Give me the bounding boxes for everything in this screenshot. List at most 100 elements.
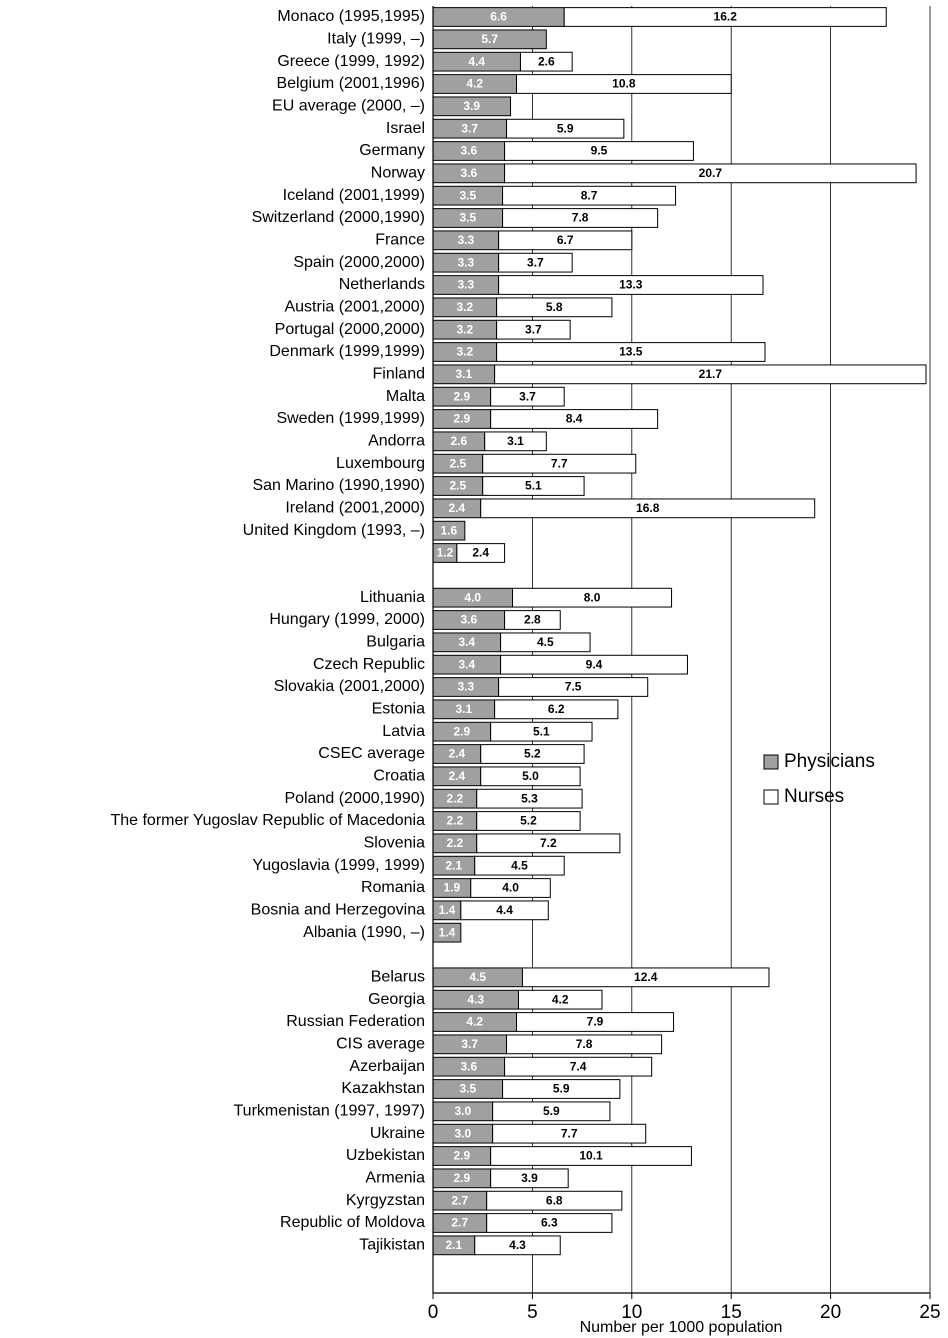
value-label: 4.2 bbox=[466, 77, 483, 91]
category-label: Romania bbox=[361, 879, 425, 896]
category-label: France bbox=[375, 232, 425, 249]
value-label: 8.0 bbox=[584, 590, 601, 604]
bar-segment bbox=[498, 275, 764, 295]
category-label: Azerbaijan bbox=[349, 1058, 425, 1075]
category-label: Poland (2000,1990) bbox=[284, 790, 425, 807]
value-label: 7.7 bbox=[561, 1126, 578, 1140]
value-label: 3.3 bbox=[457, 233, 474, 247]
value-label: 6.7 bbox=[557, 233, 574, 247]
x-tick-label: 20 bbox=[820, 1302, 841, 1323]
bar-segment bbox=[484, 431, 547, 452]
category-label: Ireland (2001,2000) bbox=[285, 500, 425, 517]
bar-segment bbox=[460, 900, 549, 921]
value-label: 13.3 bbox=[619, 278, 643, 292]
category-label: Austria (2001,2000) bbox=[284, 299, 425, 316]
value-label: 6.3 bbox=[541, 1216, 558, 1230]
value-label: 4.4 bbox=[496, 903, 513, 917]
value-label: 2.9 bbox=[453, 412, 470, 426]
value-label: 7.8 bbox=[572, 211, 589, 225]
bar-segment bbox=[563, 7, 887, 27]
value-label: 5.1 bbox=[525, 479, 542, 493]
value-label: 2.4 bbox=[449, 769, 466, 783]
category-label: Greece (1999, 1992) bbox=[277, 53, 425, 70]
value-label: 8.7 bbox=[581, 188, 598, 202]
bar-segment bbox=[494, 364, 927, 385]
value-label: 4.0 bbox=[464, 590, 481, 604]
bar-segment bbox=[506, 1034, 663, 1055]
value-label: 4.2 bbox=[466, 1015, 483, 1029]
value-label: 7.5 bbox=[565, 680, 582, 694]
value-label: 2.2 bbox=[447, 814, 464, 828]
bar-segment bbox=[496, 319, 571, 340]
category-label: Monaco (1995,1995) bbox=[277, 8, 425, 25]
value-label: 10.1 bbox=[579, 1149, 603, 1163]
bar-segment bbox=[490, 386, 565, 407]
category-label: Belarus bbox=[371, 969, 425, 986]
category-label: Georgia bbox=[368, 991, 425, 1008]
value-label: 3.1 bbox=[455, 702, 472, 716]
category-label: Germany bbox=[359, 142, 425, 159]
bar-segment bbox=[515, 74, 732, 94]
value-label: 3.4 bbox=[458, 635, 475, 649]
value-label: 3.5 bbox=[459, 211, 476, 225]
value-label: 2.6 bbox=[538, 54, 555, 68]
value-label: 3.7 bbox=[461, 121, 478, 135]
value-label: 7.4 bbox=[570, 1059, 587, 1073]
value-label: 2.2 bbox=[447, 791, 464, 805]
bar-segment bbox=[486, 1213, 613, 1233]
category-label: Lithuania bbox=[360, 589, 425, 606]
category-label: Russian Federation bbox=[286, 1013, 425, 1030]
category-label: Latvia bbox=[382, 723, 425, 740]
category-label: CIS average bbox=[336, 1036, 425, 1053]
category-label: Iceland (2001,1999) bbox=[283, 187, 425, 204]
value-label: 3.0 bbox=[454, 1126, 471, 1140]
value-label: 5.0 bbox=[522, 769, 539, 783]
bar-segment bbox=[498, 230, 633, 251]
category-label: Yugoslavia (1999, 1999) bbox=[252, 857, 425, 874]
value-label: 5.3 bbox=[521, 791, 538, 805]
value-label: 3.1 bbox=[455, 367, 472, 381]
value-label: 4.3 bbox=[509, 1238, 526, 1252]
bar-segment bbox=[506, 118, 625, 139]
value-label: 2.9 bbox=[453, 1149, 470, 1163]
value-label: 3.0 bbox=[454, 1104, 471, 1118]
x-tick-label: 0 bbox=[428, 1302, 439, 1323]
category-label: Albania (1990, –) bbox=[303, 924, 425, 941]
category-label: Turkmenistan (1997, 1997) bbox=[233, 1103, 425, 1120]
x-tick-label: 10 bbox=[621, 1302, 642, 1323]
bar-segment bbox=[474, 1235, 561, 1256]
value-label: 3.7 bbox=[527, 255, 544, 269]
bar-segment bbox=[504, 141, 694, 161]
value-label: 16.2 bbox=[714, 10, 738, 24]
legend-swatch bbox=[763, 789, 779, 805]
bar-segment bbox=[480, 766, 581, 787]
value-label: 3.7 bbox=[519, 389, 536, 403]
value-label: 3.5 bbox=[459, 1082, 476, 1096]
value-label: 7.2 bbox=[540, 836, 557, 850]
value-label: 20.7 bbox=[699, 166, 723, 180]
value-label: 4.5 bbox=[537, 635, 554, 649]
value-label: 6.2 bbox=[548, 702, 565, 716]
bar-segment bbox=[492, 1101, 611, 1122]
bar-segment bbox=[496, 342, 766, 362]
value-label: 2.5 bbox=[450, 479, 467, 493]
value-label: 3.3 bbox=[457, 680, 474, 694]
value-label: 9.4 bbox=[586, 657, 603, 671]
bar-segment bbox=[521, 967, 770, 988]
bar-segment bbox=[476, 811, 581, 831]
category-label: Slovakia (2001,2000) bbox=[274, 678, 425, 695]
category-label: Estonia bbox=[372, 701, 425, 718]
bar-segment bbox=[502, 185, 677, 206]
category-label: Finland bbox=[373, 366, 425, 383]
value-label: 4.5 bbox=[469, 970, 486, 984]
category-label: Sweden (1999,1999) bbox=[276, 410, 425, 427]
bar-segment bbox=[480, 498, 816, 519]
bar-segment bbox=[500, 632, 591, 653]
category-label: Armenia bbox=[365, 1170, 425, 1187]
value-label: 7.9 bbox=[587, 1015, 604, 1029]
value-label: 1.4 bbox=[439, 925, 456, 939]
bar-segment bbox=[498, 252, 573, 273]
value-label: 4.2 bbox=[552, 992, 569, 1006]
category-label: Netherlands bbox=[339, 276, 425, 293]
